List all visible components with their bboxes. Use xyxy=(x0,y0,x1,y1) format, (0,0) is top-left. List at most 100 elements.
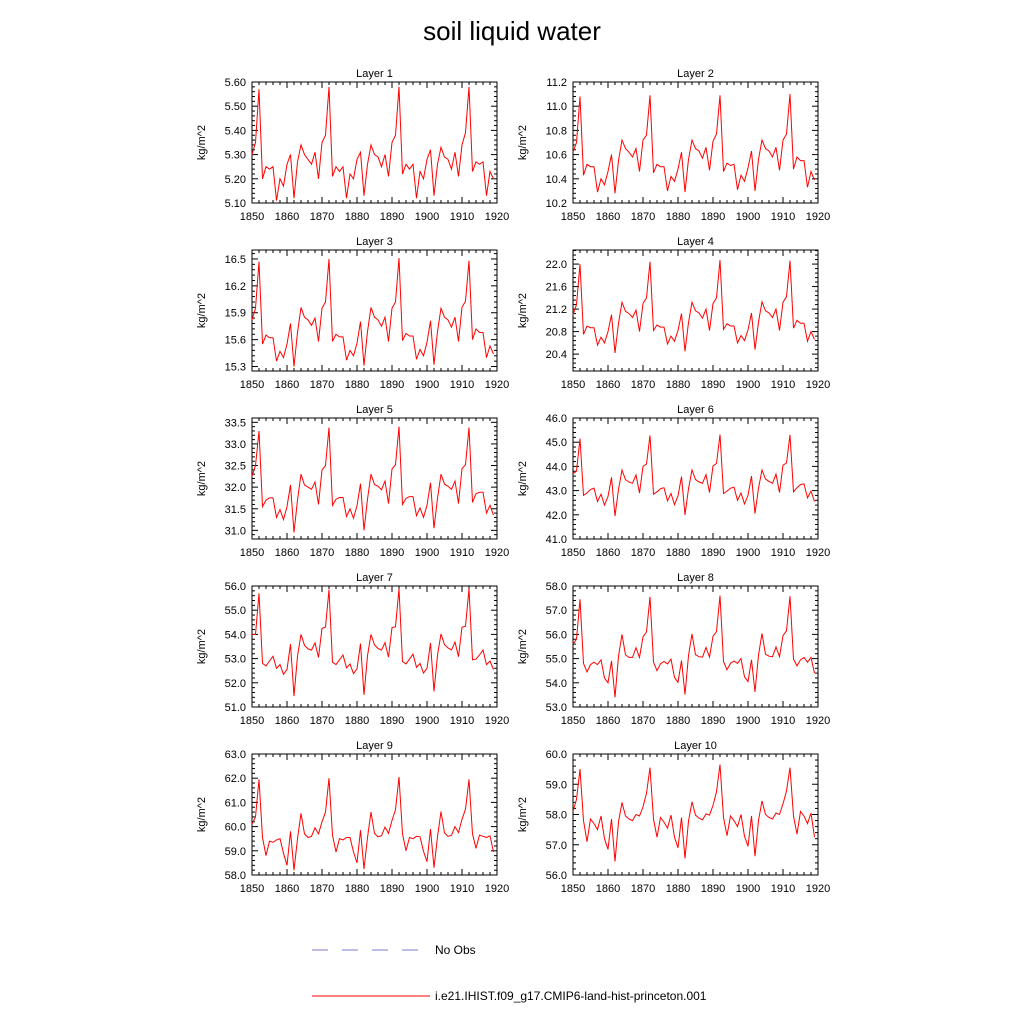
x-tick-label: 1890 xyxy=(701,547,725,559)
y-tick-label: 32.0 xyxy=(225,482,246,494)
y-tick-label: 21.2 xyxy=(546,304,567,316)
x-tick-label: 1920 xyxy=(485,547,509,559)
y-axis-label: kg/m^2 xyxy=(517,125,529,160)
y-tick-label: 16.2 xyxy=(225,281,246,293)
y-tick-label: 20.8 xyxy=(546,327,567,339)
panel-layer-10: Layer 10 kg/m^2 1850 1860 1870 1880 1890 1900 19… xyxy=(517,740,830,895)
x-tick-label: 1850 xyxy=(240,547,264,559)
x-tick-label: 1850 xyxy=(240,883,264,895)
x-tick-label: 1920 xyxy=(806,883,830,895)
panels-grid: Layer 1 kg/m^2 1850 1860 1870 1880 1890 1900 191… xyxy=(196,68,830,895)
x-tick-label: 1880 xyxy=(666,211,690,223)
x-tick-label: 1910 xyxy=(450,883,474,895)
y-tick-label: 31.5 xyxy=(225,504,246,516)
y-tick-label: 44.0 xyxy=(546,461,567,473)
x-tick-label: 1870 xyxy=(310,211,334,223)
x-tick-label: 1870 xyxy=(631,547,655,559)
x-tick-label: 1900 xyxy=(736,211,760,223)
y-axis-label: kg/m^2 xyxy=(196,293,208,328)
y-tick-label: 54.0 xyxy=(546,678,567,690)
x-tick-label: 1860 xyxy=(275,883,299,895)
x-tick-label: 1890 xyxy=(380,715,404,727)
x-tick-label: 1860 xyxy=(596,715,620,727)
y-tick-label: 10.8 xyxy=(546,125,567,137)
x-tick-label: 1910 xyxy=(450,211,474,223)
x-tick-label: 1860 xyxy=(275,715,299,727)
x-tick-label: 1910 xyxy=(450,379,474,391)
y-tick-label: 56.0 xyxy=(225,581,246,593)
x-tick-label: 1850 xyxy=(240,211,264,223)
y-tick-label: 45.0 xyxy=(546,437,567,449)
x-tick-label: 1880 xyxy=(345,883,369,895)
plot-frame xyxy=(572,249,819,372)
panel-title: Layer 2 xyxy=(677,68,714,80)
y-tick-label: 46.0 xyxy=(546,413,567,425)
plot-frame xyxy=(572,585,819,708)
y-tick-label: 5.50 xyxy=(225,101,246,113)
x-tick-label: 1850 xyxy=(240,379,264,391)
y-tick-label: 59.0 xyxy=(225,846,246,858)
x-tick-label: 1850 xyxy=(561,883,585,895)
x-tick-label: 1870 xyxy=(631,379,655,391)
panel-title: Layer 7 xyxy=(356,572,393,584)
x-tick-label: 1920 xyxy=(806,715,830,727)
y-tick-label: 58.0 xyxy=(546,810,567,822)
panel-layer-8: Layer 8 kg/m^2 1850 1860 1870 1880 1890 1900 191… xyxy=(517,572,830,727)
x-tick-label: 1880 xyxy=(345,547,369,559)
x-tick-label: 1860 xyxy=(275,379,299,391)
x-tick-label: 1860 xyxy=(596,211,620,223)
x-tick-label: 1890 xyxy=(380,547,404,559)
y-tick-label: 22.0 xyxy=(546,259,567,271)
x-tick-label: 1870 xyxy=(631,883,655,895)
y-axis-label: kg/m^2 xyxy=(517,461,529,496)
y-tick-label: 59.0 xyxy=(546,779,567,791)
y-tick-label: 10.4 xyxy=(546,174,567,186)
panel-title: Layer 6 xyxy=(677,404,714,416)
x-tick-label: 1890 xyxy=(701,379,725,391)
plot-frame xyxy=(572,81,819,204)
x-tick-label: 1900 xyxy=(736,883,760,895)
series-line-1 xyxy=(572,94,815,194)
series-line-1 xyxy=(572,595,815,698)
series-line-1 xyxy=(572,434,815,517)
y-tick-label: 53.0 xyxy=(225,654,246,666)
figure-title: soil liquid water xyxy=(423,16,601,46)
panel-layer-2: Layer 2 kg/m^2 1850 1860 1870 1880 1890 1900 191… xyxy=(517,68,830,223)
x-tick-label: 1910 xyxy=(771,715,795,727)
x-tick-label: 1910 xyxy=(771,379,795,391)
y-tick-label: 33.5 xyxy=(225,417,246,429)
y-tick-label: 60.0 xyxy=(546,749,567,761)
y-axis-label: kg/m^2 xyxy=(196,629,208,664)
panel-layer-6: Layer 6 kg/m^2 1850 1860 1870 1880 1890 1900 191… xyxy=(517,404,830,559)
y-tick-label: 43.0 xyxy=(546,486,567,498)
y-tick-label: 58.0 xyxy=(225,870,246,882)
y-tick-label: 54.0 xyxy=(225,629,246,641)
x-tick-label: 1900 xyxy=(415,883,439,895)
panel-title: Layer 10 xyxy=(674,740,717,752)
series-line-1 xyxy=(251,426,494,533)
y-tick-label: 5.40 xyxy=(225,125,246,137)
x-tick-label: 1880 xyxy=(345,715,369,727)
x-tick-label: 1860 xyxy=(596,883,620,895)
y-tick-label: 11.0 xyxy=(546,101,567,113)
x-tick-label: 1860 xyxy=(596,547,620,559)
x-tick-label: 1870 xyxy=(310,547,334,559)
series-line-1 xyxy=(251,258,494,367)
x-tick-label: 1900 xyxy=(415,547,439,559)
x-tick-label: 1890 xyxy=(380,883,404,895)
series-line-1 xyxy=(572,260,815,354)
y-tick-label: 16.5 xyxy=(225,254,246,266)
legend-obs-label: No Obs xyxy=(435,943,476,957)
x-tick-label: 1890 xyxy=(701,883,725,895)
y-tick-label: 52.0 xyxy=(225,678,246,690)
x-tick-label: 1920 xyxy=(806,547,830,559)
series-line-1 xyxy=(252,588,494,697)
series-line-1 xyxy=(251,776,494,871)
x-tick-label: 1880 xyxy=(666,715,690,727)
x-tick-label: 1920 xyxy=(485,211,509,223)
y-tick-label: 32.5 xyxy=(225,461,246,473)
y-tick-label: 5.30 xyxy=(225,150,246,162)
panel-title: Layer 4 xyxy=(677,236,714,248)
y-axis-label: kg/m^2 xyxy=(196,461,208,496)
x-tick-label: 1850 xyxy=(561,211,585,223)
